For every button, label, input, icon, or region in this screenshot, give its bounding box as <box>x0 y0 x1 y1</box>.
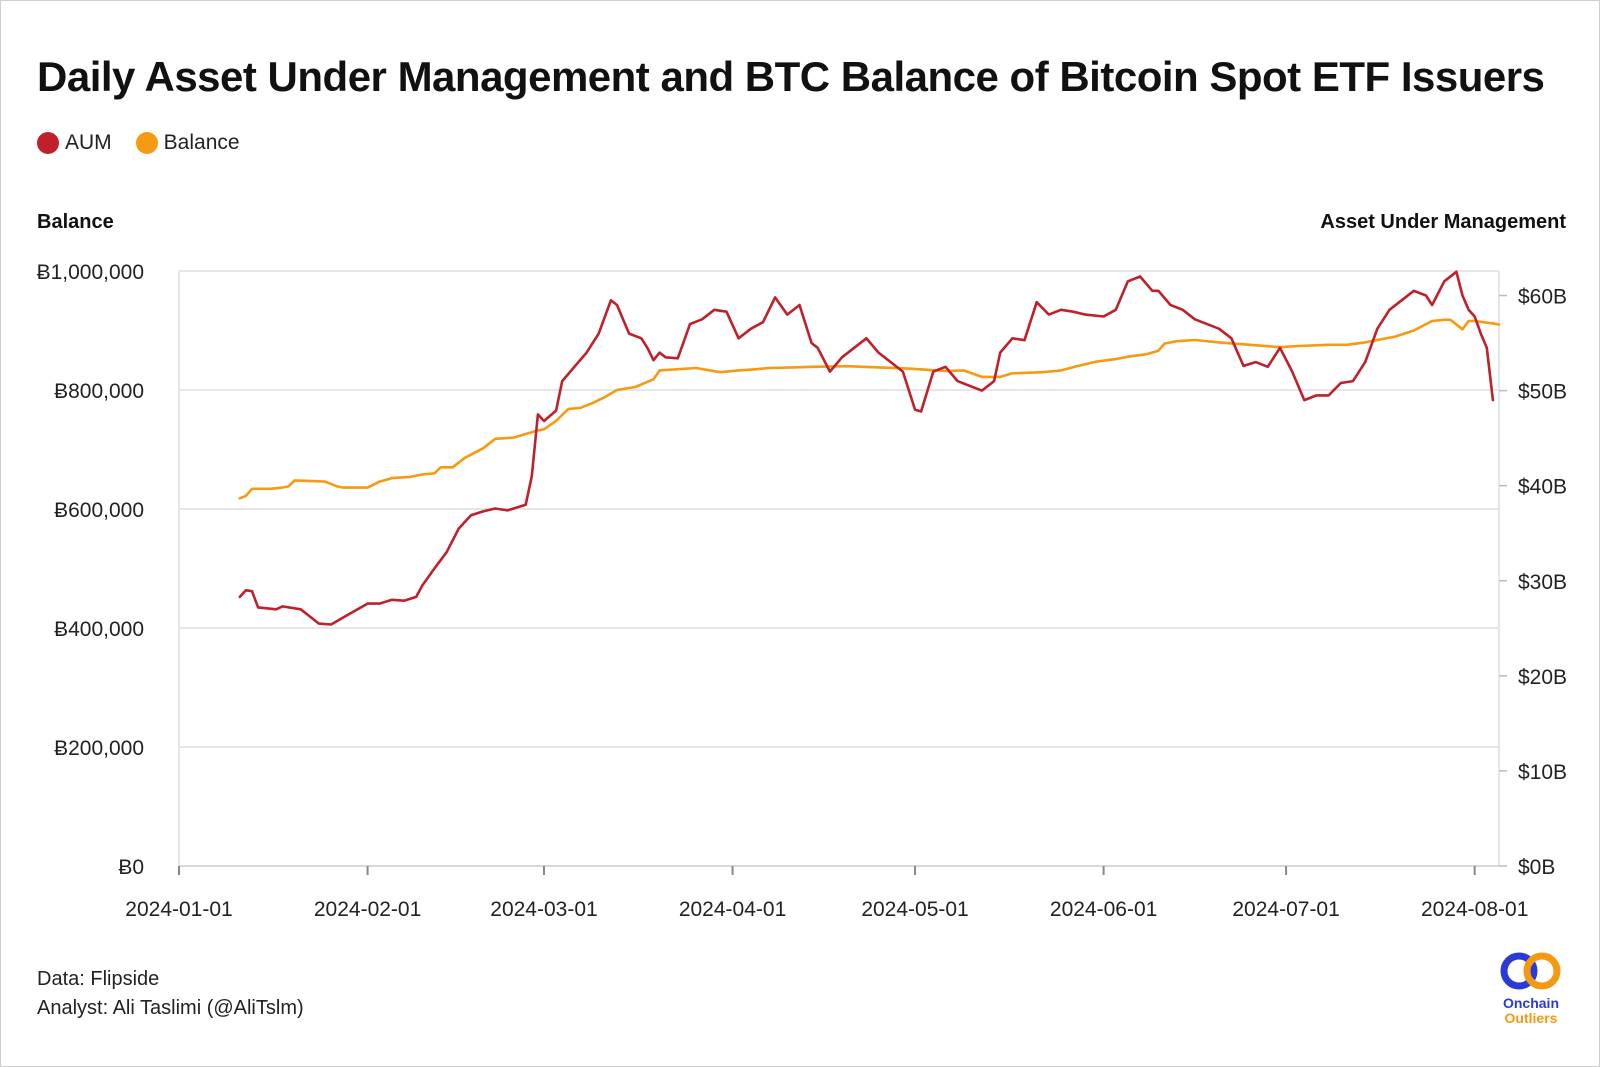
legend-label-aum: AUM <box>65 131 112 154</box>
y-right-tick-label: $10B <box>1518 761 1567 784</box>
y-right-tick-label: $0B <box>1518 856 1555 879</box>
logo-text-line2: Outliers <box>1504 1010 1558 1026</box>
logo-rings-icon <box>1500 952 1561 990</box>
right-axis-title: Asset Under Management <box>1320 211 1566 233</box>
chart-title: Daily Asset Under Management and BTC Bal… <box>37 53 1545 100</box>
data-source-text: Data: Flipside <box>37 968 160 990</box>
analyst-credit-text: Analyst: Ali Taslimi (@AliTslm) <box>37 997 304 1019</box>
x-tick-label: 2024-05-01 <box>861 898 968 921</box>
y-left-tick-label: Ƀ0 <box>118 856 144 879</box>
series-line-aum <box>238 270 1495 626</box>
x-tick-label: 2024-08-01 <box>1421 898 1528 921</box>
legend: AUM Balance <box>37 131 264 155</box>
x-tick-label: 2024-04-01 <box>679 898 786 921</box>
y-left-tick-label: Ƀ800,000 <box>54 380 144 403</box>
onchain-outliers-logo: Onchain Outliers <box>1491 951 1571 1026</box>
legend-swatch-balance <box>135 132 158 154</box>
y-left-tick-label: Ƀ1,000,000 <box>37 261 144 284</box>
legend-swatch-aum <box>37 132 59 154</box>
legend-item-balance[interactable]: Balance <box>135 131 240 155</box>
y-left-tick-label: Ƀ600,000 <box>54 499 144 522</box>
legend-label-balance: Balance <box>163 131 240 154</box>
y-left-tick-label: Ƀ200,000 <box>54 737 144 760</box>
x-tick-label: 2024-06-01 <box>1050 898 1157 921</box>
y-right-tick-label: $50B <box>1518 381 1567 404</box>
x-tick-label: 2024-02-01 <box>314 898 421 921</box>
footer: Data: Flipside Analyst: Ali Taslimi (@Al… <box>37 965 304 1023</box>
logo-text-line1: Onchain <box>1502 995 1559 1011</box>
y-right-tick-label: $40B <box>1518 476 1567 499</box>
y-right-tick-label: $20B <box>1518 666 1567 689</box>
x-tick-label: 2024-07-01 <box>1232 898 1339 921</box>
x-tick-label: 2024-03-01 <box>490 898 597 921</box>
y-left-tick-label: Ƀ400,000 <box>54 618 144 641</box>
y-right-tick-label: $60B <box>1518 286 1567 309</box>
series-line-balance <box>238 318 1501 500</box>
y-right-tick-label: $30B <box>1518 571 1567 594</box>
left-axis-title: Balance <box>37 211 114 233</box>
legend-item-aum[interactable]: AUM <box>37 131 112 155</box>
x-tick-label: 2024-01-01 <box>125 898 232 921</box>
